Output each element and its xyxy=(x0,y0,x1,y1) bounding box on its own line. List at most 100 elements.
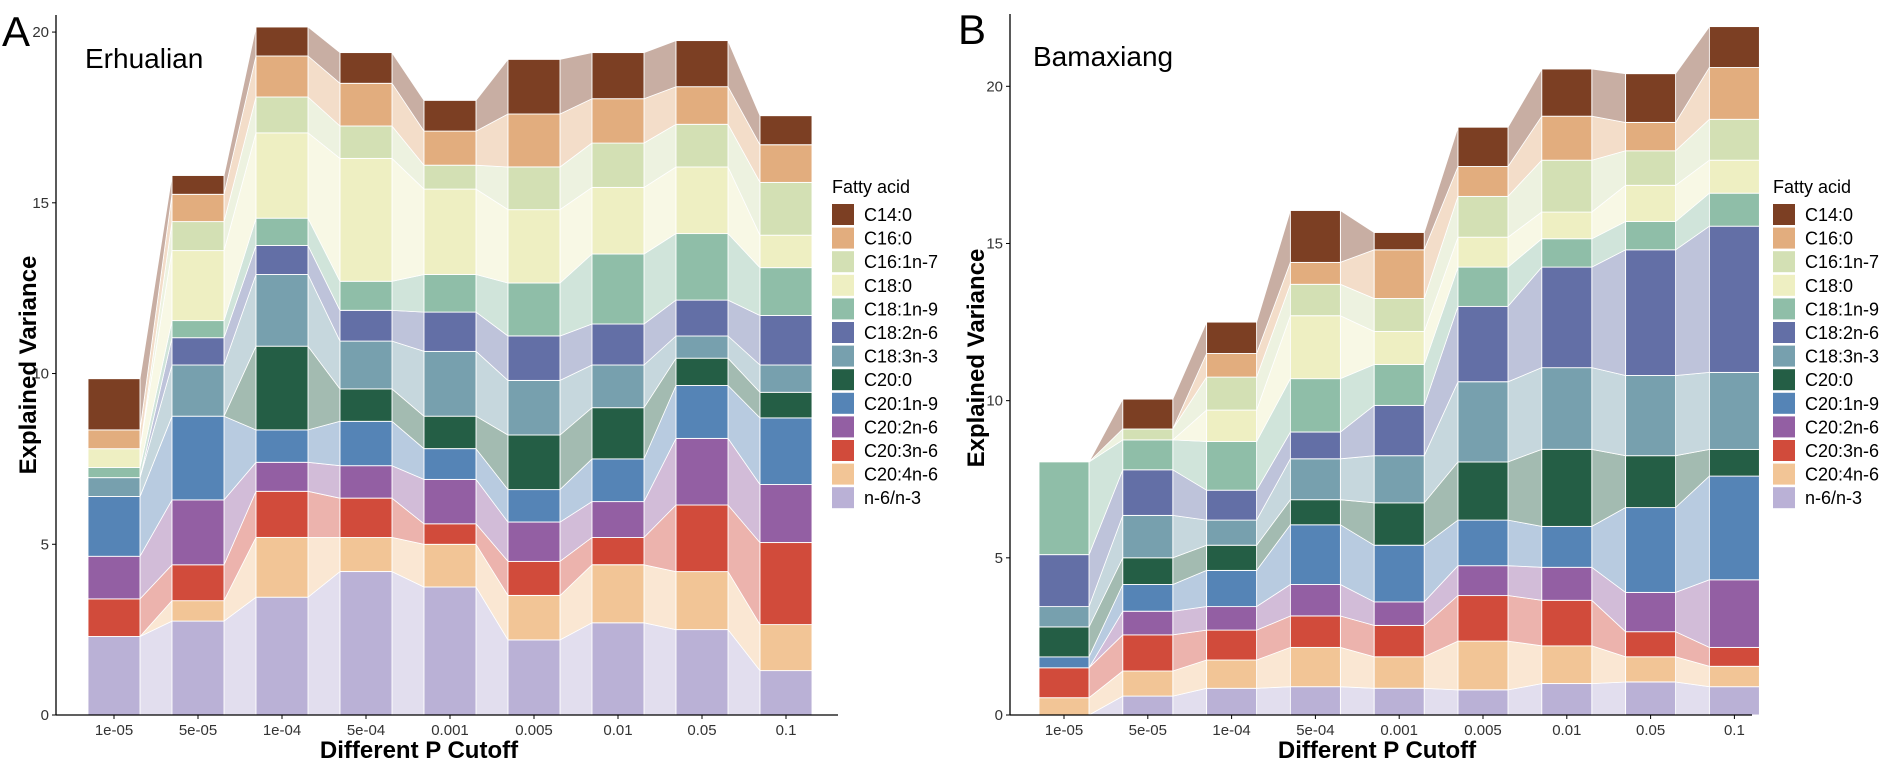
bar-segment-c16-1n-7-4 xyxy=(423,164,477,190)
bar-segment-c16-1n-7-3 xyxy=(1289,283,1341,317)
bar-segment-c16-1n-7-5 xyxy=(1457,195,1509,238)
legend-swatch xyxy=(832,392,854,414)
bar-segment-c20-1n-9-8 xyxy=(759,417,813,485)
bar-segment-c20-1n-9-8 xyxy=(1708,475,1760,581)
ribbon-c18-3n-3-7 xyxy=(1675,371,1710,457)
bar-segment-c20-0-2 xyxy=(255,345,309,431)
x-tick-label: 0.05 xyxy=(687,722,716,739)
ribbon-n-6-n-3-3 xyxy=(391,570,425,716)
legend-label: C18:0 xyxy=(864,276,912,296)
bar-segment-c20-3n-6-7 xyxy=(675,504,729,573)
legend-label: C18:2n-6 xyxy=(864,323,938,343)
bar-segment-c20-1n-9-1 xyxy=(171,415,225,501)
bar-segment-c14-0-0 xyxy=(87,378,141,431)
bar-segment-c20-2n-6-4 xyxy=(1373,601,1425,626)
legend: Fatty acid C14:0 C16:0 C16:1n-7 C18:0 C18:1n-… xyxy=(1773,177,1879,509)
bar-segment-c20-3n-6-5 xyxy=(507,560,561,596)
bar-segment-c16-0-6 xyxy=(1541,115,1593,161)
bar-segment-c16-0-1 xyxy=(171,193,225,223)
bar-segment-c16-0-8 xyxy=(759,144,813,183)
legend-label: C20:0 xyxy=(864,370,912,390)
legend-label: C18:1n-9 xyxy=(1805,299,1879,319)
bar-segment-c20-1n-9-7 xyxy=(1625,507,1677,593)
bar-segment-c18-0-8 xyxy=(759,234,813,269)
legend-swatch xyxy=(1773,463,1795,485)
legend-swatch xyxy=(832,227,854,249)
legend-swatch xyxy=(1773,345,1795,367)
bar-segment-c20-1n-9-7 xyxy=(675,385,729,439)
bar-segment-c18-3n-3-2 xyxy=(1206,519,1258,546)
legend-label: C20:3n-6 xyxy=(1805,441,1879,461)
bar-segment-c16-1n-7-6 xyxy=(1541,159,1593,213)
ribbon-c20-0-5 xyxy=(1507,448,1543,527)
bar-segment-c20-3n-6-6 xyxy=(591,536,645,566)
bar-segment-n-6-n-3-2 xyxy=(255,596,309,716)
bar-segment-c20-0-3 xyxy=(1289,499,1341,526)
legend-swatch xyxy=(832,487,854,509)
legend-swatch xyxy=(1773,204,1795,225)
bar-segment-c18-0-4 xyxy=(1373,331,1425,365)
bar-segment-c18-1n-9-2 xyxy=(255,217,309,246)
axes: 0 5 10 15 20 1e-05 5e-05 1e-04 5e-04 0.001 0.005 0.… xyxy=(986,14,1752,739)
bar-segment-c14-0-6 xyxy=(591,52,645,100)
bar-segment-c20-1n-9-2 xyxy=(255,429,309,463)
bar-segment-c18-0-7 xyxy=(675,166,729,235)
bar-segment-c20-0-8 xyxy=(759,391,813,419)
legend-swatch xyxy=(832,463,854,485)
bar-segment-c18-2n-6-0 xyxy=(1038,554,1090,608)
bar-segment-c18-0-5 xyxy=(507,209,561,284)
bar-segment-c20-4n-6-4 xyxy=(423,543,477,588)
bar-segment-c16-0-0 xyxy=(87,429,141,450)
legend-label: C16:1n-7 xyxy=(1805,252,1879,272)
bar-segment-c18-2n-6-5 xyxy=(507,335,561,381)
bars xyxy=(87,26,813,716)
bar-segment-c20-2n-6-6 xyxy=(591,501,645,538)
bar-segment-c14-0-7 xyxy=(675,40,729,88)
bar-segment-c14-0-3 xyxy=(1289,210,1341,263)
bar-segment-c18-2n-6-8 xyxy=(1708,225,1760,373)
bar-segment-c18-0-2 xyxy=(255,132,309,219)
legend-swatch xyxy=(832,440,854,461)
legend-swatch xyxy=(832,298,854,320)
x-tick-label: 0.1 xyxy=(1724,722,1745,739)
bar-segment-c18-1n-9-5 xyxy=(507,282,561,337)
bar-segment-c18-3n-3-1 xyxy=(171,364,225,417)
legend-swatch xyxy=(1773,369,1795,391)
bar-segment-c18-3n-3-7 xyxy=(675,335,729,359)
bar-segment-c20-2n-6-7 xyxy=(1625,591,1677,633)
bar-segment-n-6-n-3-8 xyxy=(759,670,813,716)
bar-segment-c18-2n-6-3 xyxy=(1289,431,1341,460)
ribbon-c18-3n-3-6 xyxy=(1591,367,1626,457)
bar-segment-n-6-n-3-5 xyxy=(507,639,561,716)
bar-segment-c20-3n-6-1 xyxy=(1122,634,1174,672)
bar-segment-c20-4n-6-5 xyxy=(1457,640,1509,691)
x-tick-label: 0.05 xyxy=(1636,722,1665,739)
bar-segment-c20-3n-6-2 xyxy=(1206,629,1258,661)
bar-segment-c18-1n-9-0 xyxy=(1038,461,1090,556)
bar-segment-c16-0-4 xyxy=(1373,249,1425,299)
bar-segment-c18-2n-6-7 xyxy=(675,299,729,337)
bar-segment-c14-0-4 xyxy=(1373,232,1425,251)
bar-segment-c20-2n-6-2 xyxy=(255,461,309,492)
x-tick-label: 1e-04 xyxy=(263,722,301,739)
bar-segment-c20-0-6 xyxy=(1541,448,1593,527)
x-tick-label: 0.001 xyxy=(1380,722,1418,739)
x-tick-label: 0.01 xyxy=(603,722,632,739)
bar-segment-c18-3n-3-4 xyxy=(423,350,477,417)
bar-segment-c16-1n-7-8 xyxy=(1708,118,1760,161)
y-tick-label: 5 xyxy=(995,550,1003,567)
bar-segment-c20-3n-6-4 xyxy=(423,523,477,545)
legend-label: C18:0 xyxy=(1805,276,1853,296)
bar-segment-c20-1n-9-1 xyxy=(1122,584,1174,612)
bar-segment-c20-2n-6-2 xyxy=(1206,606,1258,631)
bar-segment-c18-3n-3-0 xyxy=(1038,606,1090,628)
x-tick-label: 5e-05 xyxy=(179,722,217,739)
bar-segment-c18-1n-9-8 xyxy=(759,267,813,316)
legend-swatch xyxy=(1773,392,1795,414)
bar-segment-c20-2n-6-0 xyxy=(87,555,141,600)
bar-segment-c18-3n-3-6 xyxy=(591,364,645,409)
bar-segment-c18-1n-9-6 xyxy=(1541,238,1593,268)
bar-segment-c14-0-2 xyxy=(255,26,309,57)
bar-segment-c20-1n-9-5 xyxy=(507,489,561,523)
legend-title: Fatty acid xyxy=(832,177,910,197)
